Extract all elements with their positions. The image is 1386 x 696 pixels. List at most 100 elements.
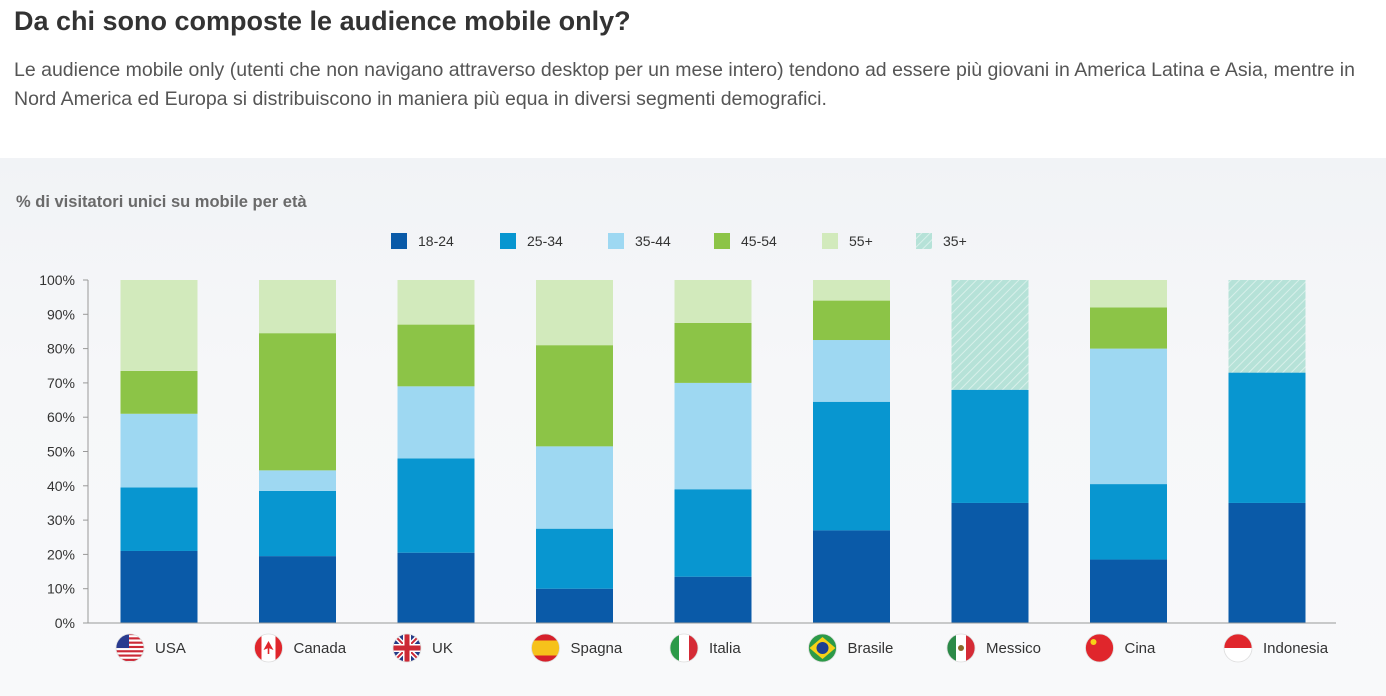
bar-segment-18-24 xyxy=(536,588,613,623)
legend-swatch xyxy=(500,233,516,249)
legend-item: 35-44 xyxy=(608,233,671,249)
y-tick-label: 0% xyxy=(55,615,75,631)
flag-indonesia-icon xyxy=(1223,633,1253,663)
y-axis: 0% 10% 20% 30% 40% 50% 60% 70% 80% 90% 100% xyxy=(39,272,89,631)
legend-label: 55+ xyxy=(849,233,873,249)
y-tick-label: 50% xyxy=(47,444,75,460)
legend-swatch xyxy=(916,233,932,249)
legend-item: 18-24 xyxy=(391,233,454,249)
y-tick-label: 40% xyxy=(47,478,75,494)
page-subtitle: Le audience mobile only (utenti che non … xyxy=(14,59,1355,110)
bar-stack xyxy=(120,280,198,623)
y-tick-label: 100% xyxy=(39,272,75,288)
flag-china-icon xyxy=(1085,633,1114,663)
x-tick-label: Italia xyxy=(709,640,741,657)
y-tick-label: 20% xyxy=(47,546,75,562)
legend-swatch xyxy=(608,233,624,249)
bar-segment-45-54 xyxy=(813,300,890,341)
bar-segment-55+ xyxy=(674,280,752,323)
bar-segment-35-44 xyxy=(674,382,752,490)
bar-segment-45-54 xyxy=(1090,307,1167,349)
y-tick-label: 90% xyxy=(47,306,75,322)
legend-item: 45-54 xyxy=(714,233,777,249)
flag-canada-icon xyxy=(254,633,283,663)
y-tick-label: 10% xyxy=(47,581,75,597)
x-tick-label: USA xyxy=(155,640,186,657)
legend-item: 35+ xyxy=(916,233,967,249)
bar-segment-25-34 xyxy=(951,389,1029,503)
legend-label: 45-54 xyxy=(741,233,777,249)
x-tick-label: Spagna xyxy=(571,640,623,657)
bar-segment-18-24 xyxy=(1228,502,1306,623)
bar-segment-55+ xyxy=(536,280,613,346)
bar-segment-35-44 xyxy=(813,340,890,402)
bar-segment-18-24 xyxy=(674,576,752,623)
bars xyxy=(120,280,1306,623)
bar-stack xyxy=(1090,280,1167,623)
flag-usa-icon xyxy=(115,633,145,663)
bar-segment-55+ xyxy=(1090,280,1167,308)
bar-segment-35+ xyxy=(1228,280,1306,373)
y-tick-label: 70% xyxy=(47,375,75,391)
bar-segment-18-24 xyxy=(259,556,336,623)
y-tick-label: 60% xyxy=(47,409,75,425)
bar-segment-45-54 xyxy=(259,333,336,471)
bar-segment-35-44 xyxy=(259,470,336,491)
bar-segment-35+ xyxy=(951,280,1029,390)
flag-brazil-icon xyxy=(808,633,837,663)
bar-segment-25-34 xyxy=(813,401,890,531)
bar-stack xyxy=(951,280,1029,623)
bar-segment-35-44 xyxy=(536,446,613,529)
legend-label: 35-44 xyxy=(635,233,671,249)
legend-label: 25-34 xyxy=(527,233,563,249)
bar-stack xyxy=(259,280,336,623)
legend-label: 18-24 xyxy=(418,233,454,249)
legend-label: 35+ xyxy=(943,233,967,249)
bar-segment-45-54 xyxy=(536,345,613,447)
bar-stack xyxy=(1228,280,1306,623)
y-tick-label: 30% xyxy=(47,512,75,528)
bar-segment-35-44 xyxy=(397,386,475,459)
bar-segment-25-34 xyxy=(120,487,198,551)
bar-segment-35-44 xyxy=(120,413,198,488)
bar-segment-55+ xyxy=(120,280,198,371)
bar-segment-25-34 xyxy=(397,458,475,553)
x-tick-label: UK xyxy=(432,640,453,657)
bar-stack xyxy=(397,280,475,623)
flag-uk-icon xyxy=(392,633,422,663)
bar-segment-55+ xyxy=(813,280,890,301)
flag-mexico-icon xyxy=(946,633,976,663)
legend-item: 25-34 xyxy=(500,233,563,249)
bar-segment-45-54 xyxy=(120,370,198,414)
bar-stack xyxy=(674,280,752,623)
legend: 18-24 25-34 35-44 45-54 55+ 35+ xyxy=(391,233,967,249)
bar-segment-25-34 xyxy=(1090,484,1167,560)
bar-segment-25-34 xyxy=(1228,372,1306,503)
x-tick-label: Indonesia xyxy=(1263,640,1329,657)
chart-title: % di visitatori unici su mobile per età xyxy=(16,193,307,211)
bar-segment-35-44 xyxy=(1090,348,1167,485)
bar-stack xyxy=(536,280,613,623)
bar-segment-18-24 xyxy=(1090,559,1167,623)
bar-segment-45-54 xyxy=(397,324,475,387)
bar-segment-18-24 xyxy=(813,530,890,623)
bar-segment-55+ xyxy=(259,280,336,334)
bar-segment-55+ xyxy=(397,280,475,325)
bar-segment-25-34 xyxy=(674,489,752,577)
bar-stack xyxy=(813,280,890,623)
legend-item: 55+ xyxy=(822,233,873,249)
bar-segment-18-24 xyxy=(120,550,198,623)
bar-segment-25-34 xyxy=(536,528,613,589)
bar-segment-18-24 xyxy=(397,552,475,623)
x-tick-label: Brasile xyxy=(848,640,894,657)
page-title: Da chi sono composte le audience mobile … xyxy=(14,6,631,36)
legend-swatch xyxy=(714,233,730,249)
x-axis: USA Canada UK Spagna Italia Brasile Messico Cin… xyxy=(88,622,1336,663)
bar-segment-18-24 xyxy=(951,502,1029,623)
legend-swatch xyxy=(391,233,407,249)
bar-segment-25-34 xyxy=(259,490,336,557)
flag-spain-icon xyxy=(531,633,560,663)
flag-italy-icon xyxy=(669,633,699,663)
x-tick-label: Messico xyxy=(986,640,1041,657)
